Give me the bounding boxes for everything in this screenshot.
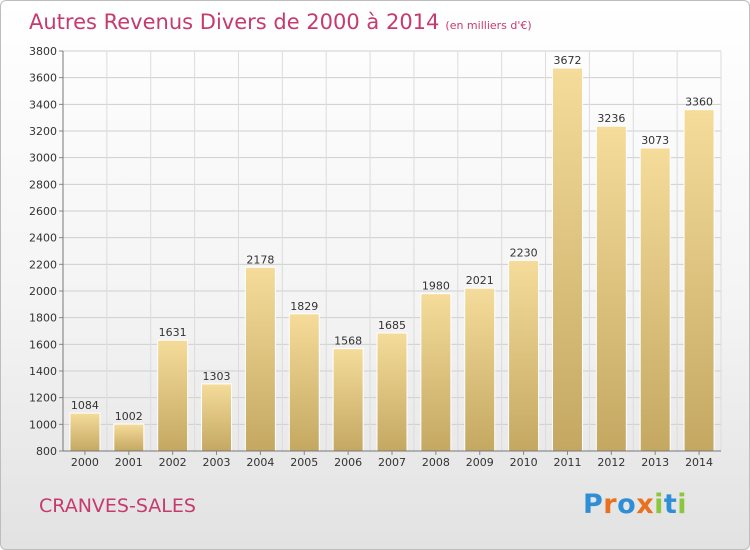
bar-2000 (69, 412, 101, 452)
x-tick-label-2002: 2002 (159, 456, 187, 469)
x-tick-label-2014: 2014 (685, 456, 713, 469)
data-label-2013: 3073 (641, 134, 669, 147)
x-tick-label-2000: 2000 (71, 456, 99, 469)
data-label-2009: 2021 (466, 274, 494, 287)
data-label-2003: 1303 (203, 370, 231, 383)
x-tick-label-2006: 2006 (334, 456, 362, 469)
y-tick-label-3400: 3400 (29, 98, 57, 111)
y-tick-label-3200: 3200 (29, 125, 57, 138)
x-tick-label-2001: 2001 (115, 456, 143, 469)
bar-2006 (332, 348, 364, 452)
bar-2005 (288, 313, 320, 452)
bar-2007 (376, 332, 408, 452)
x-tick-label-2011: 2011 (553, 456, 581, 469)
data-label-2012: 3236 (597, 112, 625, 125)
bar-2003 (201, 383, 233, 452)
logo-letter: i (677, 489, 688, 520)
y-tick-label-1200: 1200 (29, 392, 57, 405)
logo-letter: x (636, 489, 655, 520)
bar-2012 (595, 125, 627, 452)
x-tick-label-2004: 2004 (246, 456, 274, 469)
x-tick-label-2008: 2008 (422, 456, 450, 469)
y-tick-label-1800: 1800 (29, 312, 57, 325)
label-layer: 1084 1002 1631 1303 2178 1829 1568 1685 1980 2021… (71, 54, 713, 423)
data-label-2011: 3672 (553, 54, 581, 67)
chart-title-block: Autres Revenus Divers de 2000 à 2014 (en … (29, 10, 532, 34)
logo-letter: i (654, 489, 664, 520)
proxiti-logo: Proxiti (583, 489, 687, 520)
y-tick-label-3000: 3000 (29, 152, 57, 165)
bar-2009 (464, 287, 496, 452)
logo-letter: o (617, 489, 637, 520)
axis-layer: 800 1000 1200 1400 1600 1800 2000 2200 2400 2600 2… (29, 45, 721, 469)
chart-title: Autres Revenus Divers de 2000 à 2014 (29, 10, 440, 34)
y-tick-label-2400: 2400 (29, 232, 57, 245)
data-label-2006: 1568 (334, 335, 362, 348)
bar-layer (69, 67, 715, 452)
y-tick-label-1600: 1600 (29, 338, 57, 351)
bar-2014 (683, 109, 715, 452)
bar-2013 (639, 147, 671, 452)
bar-2008 (420, 293, 452, 452)
bar-2001 (113, 423, 145, 452)
y-tick-label-3800: 3800 (29, 45, 57, 58)
logo-letter: r (603, 489, 618, 520)
data-label-2004: 2178 (246, 253, 274, 266)
data-label-2002: 1631 (159, 326, 187, 339)
data-label-2000: 1084 (71, 399, 99, 412)
x-tick-label-2005: 2005 (290, 456, 318, 469)
y-tick-label-2200: 2200 (29, 258, 57, 271)
x-tick-label-2012: 2012 (597, 456, 625, 469)
bar-2011 (551, 67, 583, 452)
data-label-2014: 3360 (685, 96, 713, 109)
location-name: CRANVES-SALES (39, 495, 196, 517)
x-tick-label-2007: 2007 (378, 456, 406, 469)
x-tick-label-2009: 2009 (466, 456, 494, 469)
data-label-2007: 1685 (378, 319, 406, 332)
data-label-2001: 1002 (115, 410, 143, 423)
y-tick-label-2600: 2600 (29, 205, 57, 218)
logo-letter: P (583, 489, 604, 520)
x-tick-label-2013: 2013 (641, 456, 669, 469)
chart-subtitle: (en milliers d'€) (445, 19, 532, 32)
bar-2002 (157, 339, 189, 452)
y-tick-label-2000: 2000 (29, 285, 57, 298)
y-tick-label-1400: 1400 (29, 365, 57, 378)
bar-2004 (244, 266, 276, 452)
data-label-2008: 1980 (422, 280, 450, 293)
x-tick-label-2003: 2003 (203, 456, 231, 469)
y-tick-label-3600: 3600 (29, 72, 57, 85)
y-tick-label-800: 800 (36, 445, 57, 458)
data-label-2010: 2230 (510, 246, 538, 259)
data-label-2005: 1829 (290, 300, 318, 313)
x-tick-label-2010: 2010 (510, 456, 538, 469)
bar-2010 (508, 259, 540, 452)
logo-letter: t (663, 489, 678, 520)
y-tick-label-2800: 2800 (29, 178, 57, 191)
y-tick-label-1000: 1000 (29, 418, 57, 431)
